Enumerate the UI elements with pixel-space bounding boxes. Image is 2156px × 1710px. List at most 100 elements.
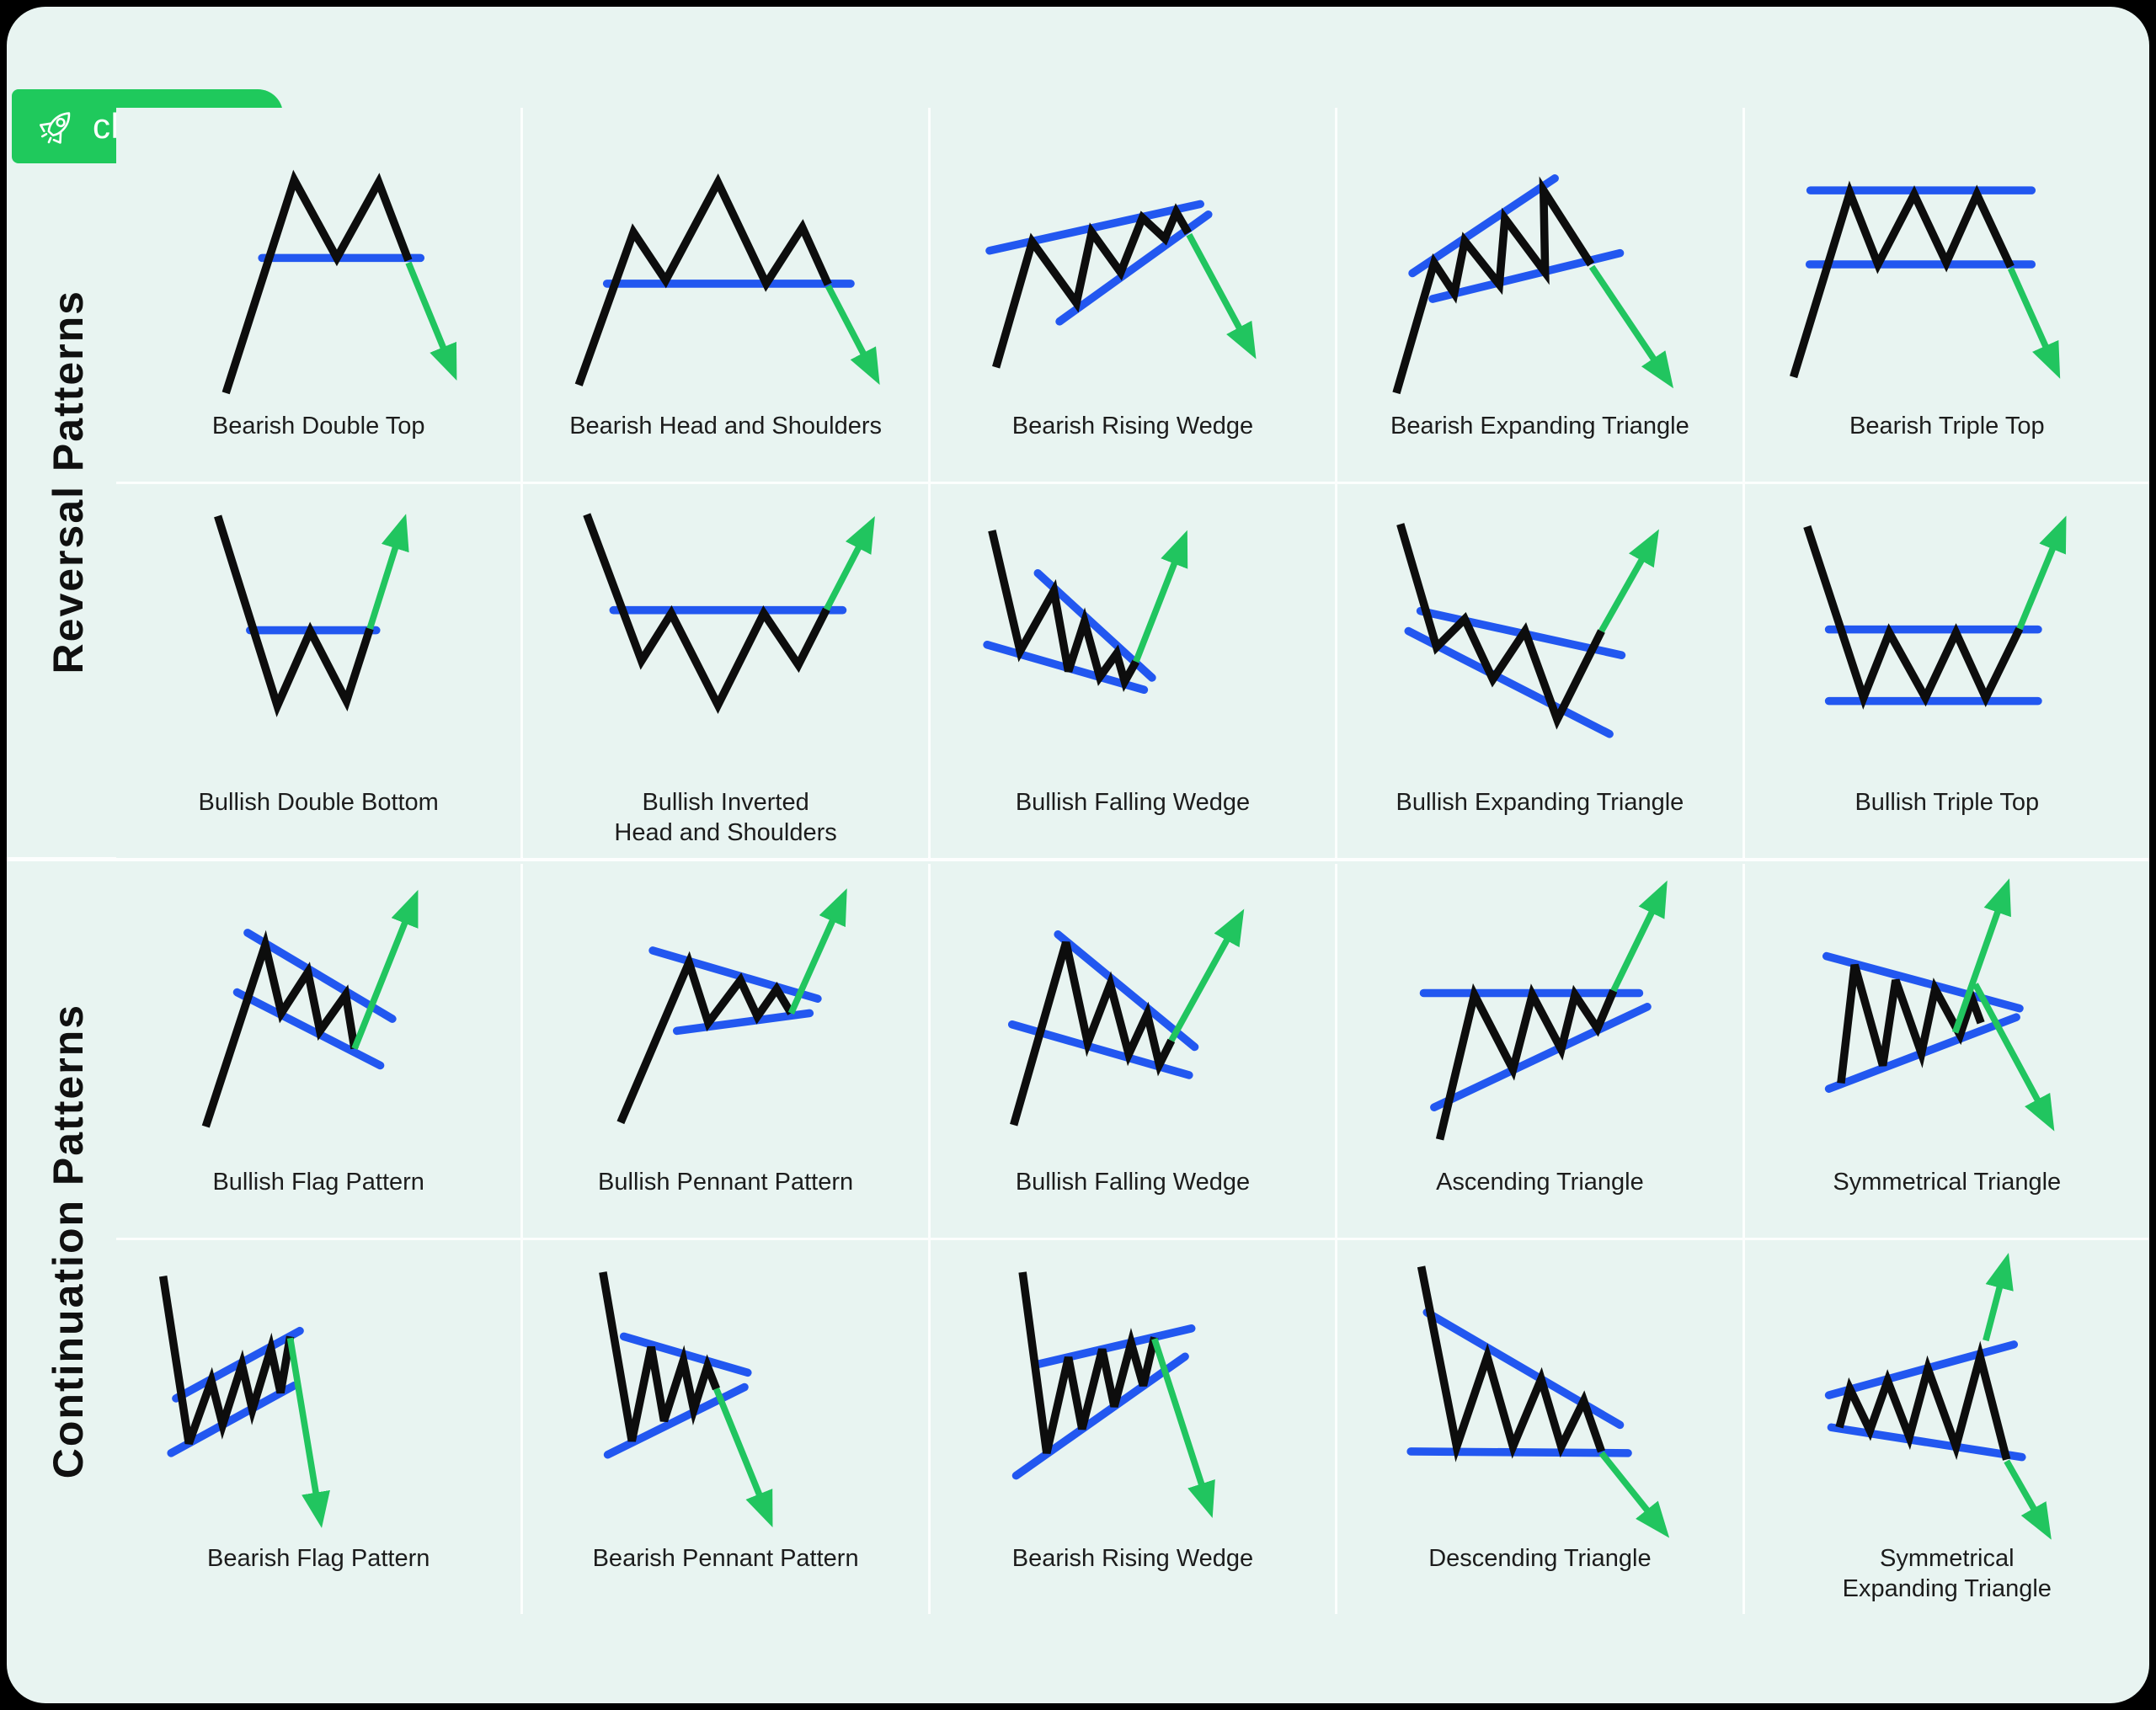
ascending-triangle-figure (1420, 880, 1668, 1141)
support-line (1406, 1447, 1633, 1457)
pattern-cell-bearish-expanding-triangle: Bearish Expanding Triangle (1337, 108, 1742, 482)
pattern-label: Bearish Flag Pattern (207, 1545, 430, 1572)
price-line (616, 951, 795, 1125)
pattern-cell-bearish-triple-top: Bearish Triple Top (1744, 108, 2149, 482)
price-line (214, 514, 374, 717)
pattern-label: Symmetrical Triangle (1833, 1169, 2062, 1196)
pattern-cell-ascending-triangle: Ascending Triangle (1337, 864, 1742, 1238)
pattern-cell-bullish-flag: Bullish Flag Pattern (116, 864, 521, 1238)
price-line (1803, 525, 2024, 710)
price-line (1018, 1271, 1159, 1454)
price-line (1835, 1340, 2011, 1461)
pattern-label: Symmetrical Expanding Triangle (1842, 1545, 2052, 1603)
breakout-arrow-up (1168, 908, 1245, 1042)
breakout-arrow-down (405, 261, 457, 381)
price-line (598, 1271, 720, 1442)
price-line (1010, 941, 1176, 1127)
section-title-reversal: Reversal Patterns (45, 289, 92, 674)
price-line (1436, 983, 1618, 1141)
rising-support-line (1430, 1002, 1652, 1111)
upper-trend-line (985, 200, 1204, 255)
bullish-flag-figure (201, 889, 419, 1128)
lower-trend-line (1827, 1423, 2026, 1462)
pattern-label: Bearish Triple Top (1849, 413, 2045, 439)
bearish-double-top-figure (221, 169, 457, 395)
pattern-cell-symmetrical-expanding-triangle: Symmetrical Expanding Triangle (1744, 1240, 2149, 1614)
pattern-label: Bearish Head and Shoulders (569, 413, 882, 439)
breakout-arrow-up (366, 514, 409, 630)
price-line (1836, 963, 1985, 1084)
breakout-arrow-up (1610, 880, 1668, 993)
pattern-label: Bullish Triple Top (1854, 789, 2040, 816)
upper-trend-line (1054, 930, 1199, 1052)
bearish-flag-figure (159, 1276, 331, 1528)
price-line (992, 203, 1193, 369)
breakout-arrow-up (2016, 515, 2067, 631)
pattern-cell-bearish-pennant: Bearish Pennant Pattern (523, 1240, 928, 1614)
breakout-arrow-up (823, 516, 875, 611)
breakout-arrow-up (1598, 529, 1660, 633)
pattern-cell-bullish-double-bottom: Bullish Double Bottom (116, 484, 521, 858)
bearish-pennant-figure (598, 1271, 773, 1528)
pattern-cell-descending-triangle: Descending Triangle (1337, 1240, 1742, 1614)
price-line (201, 930, 359, 1128)
pattern-cell-bearish-flag: Bearish Flag Pattern (116, 1240, 521, 1614)
pattern-label: Bearish Rising Wedge (1011, 413, 1254, 439)
pattern-cell-bullish-triple-top: Bullish Triple Top (1744, 484, 2149, 858)
price-line (1396, 523, 1606, 730)
pattern-cell-symmetrical-triangle: Symmetrical Triangle (1744, 864, 2149, 1238)
reversal-patterns-grid: Bearish Double Top Bearish Head and Shou… (116, 108, 2149, 858)
pattern-label: Bullish Falling Wedge (1015, 789, 1251, 816)
pattern-label: Bullish Falling Wedge (1015, 1169, 1251, 1196)
lower-trend-line (672, 1009, 814, 1036)
section-title-continuation: Continuation Patterns (45, 1003, 92, 1479)
breakout-arrow-down (2004, 1459, 2052, 1540)
bullish-inverted-head-shoulders-figure (582, 513, 875, 715)
breakout-arrow-down (1598, 1451, 1670, 1538)
breakout-arrow-up (351, 889, 419, 1050)
descending-trend-line (1422, 1308, 1625, 1430)
price-line (582, 513, 830, 715)
breakout-arrow-up (1133, 530, 1188, 663)
upper-trend-line (648, 946, 822, 1003)
infographic-card: changelly Reversal Patterns Continuation… (7, 7, 2149, 1703)
bullish-falling-wedge-figure (983, 530, 1188, 695)
bullish-double-bottom-figure (214, 514, 409, 717)
price-line (1392, 176, 1595, 395)
price-line (1789, 180, 2015, 379)
pattern-cell-bullish-falling-wedge-reversal: Bullish Falling Wedge (930, 484, 1336, 858)
lower-trend-line (1404, 626, 1614, 738)
bullish-falling-wedge-continuation-figure (1007, 908, 1245, 1127)
pattern-cell-bearish-rising-wedge-continuation: Bearish Rising Wedge (930, 1240, 1336, 1614)
breakout-arrow-down (712, 1388, 773, 1528)
pattern-cell-bullish-expanding-triangle: Bullish Expanding Triangle (1337, 484, 1742, 858)
lower-channel-line (232, 988, 385, 1070)
bullish-triple-top-figure (1803, 515, 2067, 710)
pattern-label: Bearish Pennant Pattern (592, 1545, 859, 1572)
pattern-label: Descending Triangle (1428, 1545, 1652, 1572)
upper-trend-line (1032, 1324, 1196, 1369)
price-line (574, 173, 832, 386)
breakout-arrow-down (286, 1337, 331, 1528)
section-divider (7, 857, 2149, 861)
breakout-arrow-down (1972, 983, 2055, 1132)
lower-trend-line (1011, 1352, 1189, 1480)
upper-trend-line (1408, 174, 1560, 278)
descending-triangle-figure (1406, 1265, 1670, 1538)
bearish-rising-wedge-figure (985, 200, 1257, 369)
bearish-rising-wedge-continuation-figure (1011, 1271, 1215, 1519)
price-line (221, 169, 413, 395)
rocket-icon (39, 112, 71, 144)
breakout-arrow-down (825, 285, 880, 386)
upper-channel-line (243, 929, 397, 1023)
pattern-label: Bullish Pennant Pattern (598, 1169, 854, 1196)
pattern-label: Bullish Double Bottom (198, 789, 439, 816)
pattern-label: Bullish Inverted Head and Shoulders (614, 789, 837, 847)
breakout-arrow-down (1589, 264, 1674, 389)
pattern-label: Ascending Triangle (1436, 1169, 1644, 1196)
bearish-triple-top-figure (1789, 180, 2060, 379)
breakout-arrow-down (1186, 232, 1257, 360)
breakout-arrow-down (1151, 1338, 1215, 1519)
pattern-cell-bullish-inverted-head-shoulders: Bullish Inverted Head and Shoulders (523, 484, 928, 858)
pattern-cell-bullish-pennant: Bullish Pennant Pattern (523, 864, 928, 1238)
